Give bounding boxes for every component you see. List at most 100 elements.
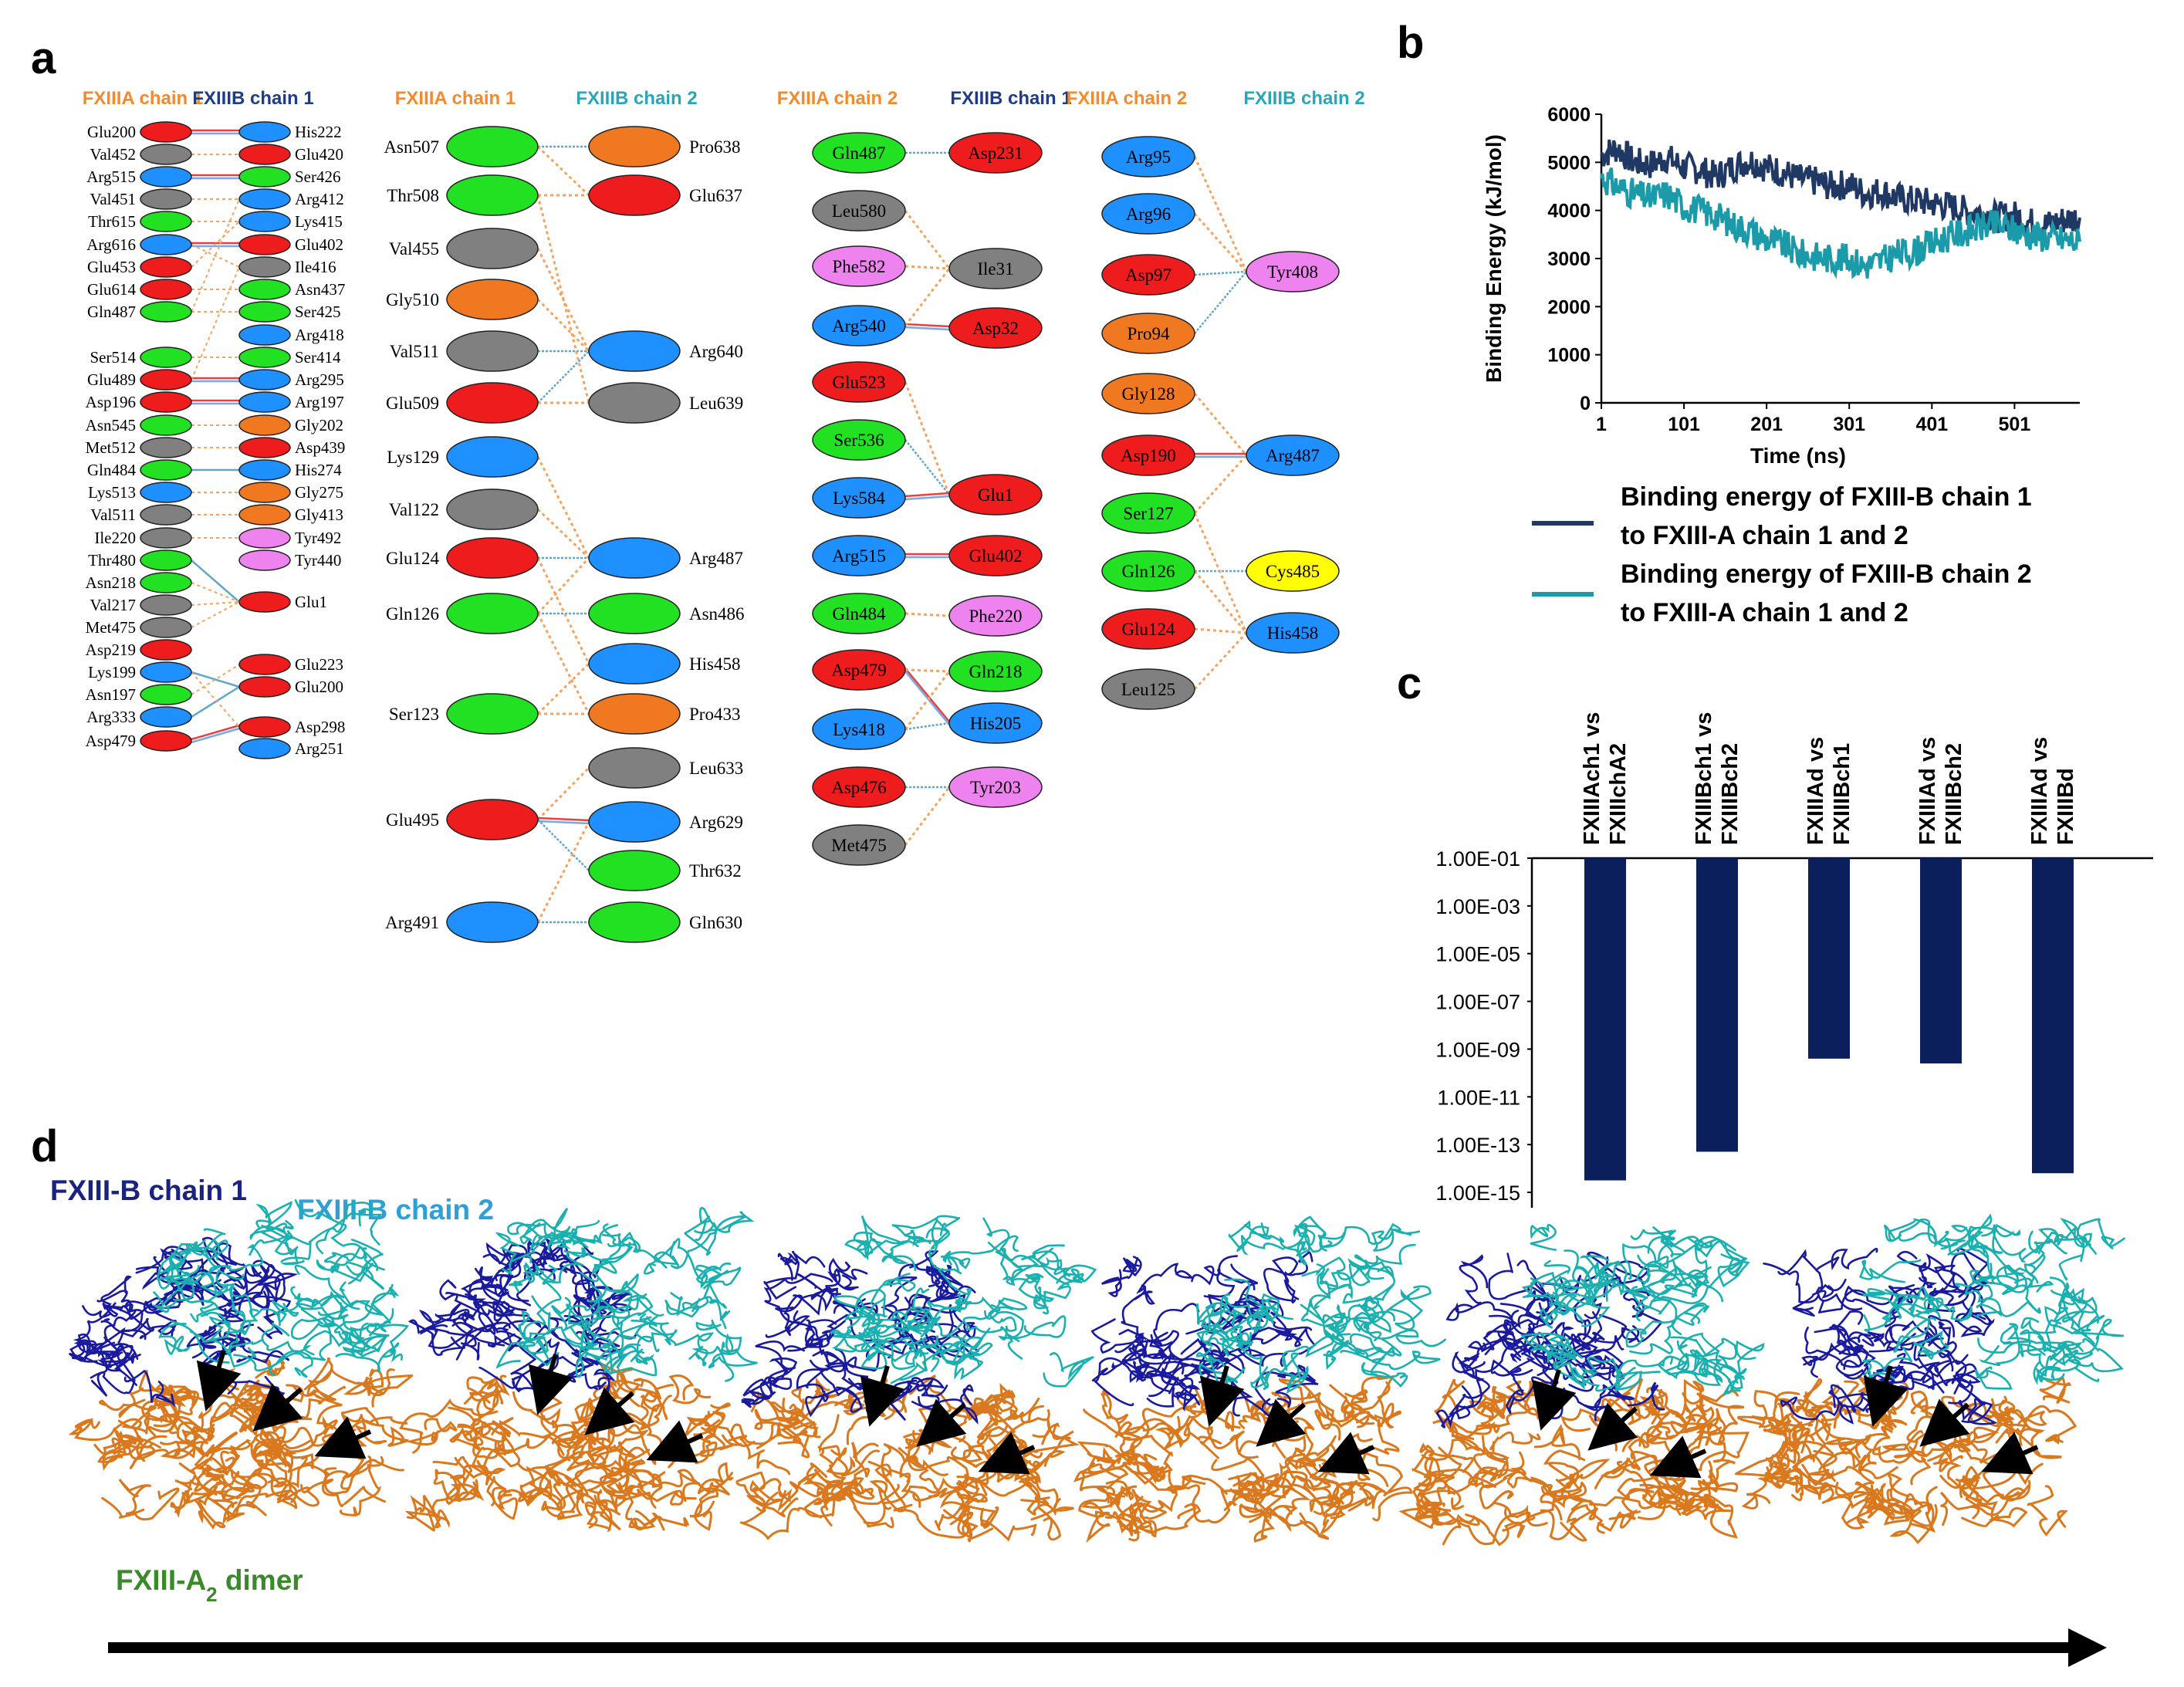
d-ribbon-strand — [583, 1348, 658, 1377]
c-bar — [1808, 858, 1850, 1059]
a-residue-label: Asp196 — [86, 393, 136, 411]
d-ribbon-strand — [135, 1256, 178, 1290]
b-ytick-label: 5000 — [1547, 152, 1591, 174]
d-snapshot-5 — [1398, 1223, 1765, 1547]
d-ribbon-strand — [340, 1407, 408, 1432]
b-xtick-label: 401 — [1915, 414, 1948, 435]
d-ribbon-strand — [1584, 1269, 1608, 1306]
d-ribbon-strand — [1148, 1466, 1206, 1489]
d-ribbon-strand — [1300, 1295, 1345, 1332]
d-arrow — [860, 1365, 905, 1427]
d-ribbon-strand — [598, 1295, 664, 1320]
a-residue-node — [588, 537, 681, 579]
d-ribbon-strand — [1018, 1273, 1054, 1302]
panel-c-log-bar-chart: 1.00E-01 1.00E-03 1.00E-05 1.00E-07 1.00E-09… — [1435, 712, 2153, 1208]
d-ribbon-strand — [1867, 1331, 1916, 1348]
a-residue-label: Arg418 — [295, 326, 344, 344]
d-ribbon-strand — [433, 1469, 485, 1502]
a-group-2: FXIIIA chain 1 FXIIIB chain 2 Asn507 Thr508… — [384, 88, 745, 943]
a-contact-line — [1194, 271, 1247, 334]
a-residue-label: Tyr440 — [295, 551, 341, 570]
d-ribbon-strand — [1641, 1265, 1709, 1305]
a-residue-node — [812, 593, 906, 634]
d-ribbon-strand — [899, 1456, 941, 1498]
a-residue-node — [446, 489, 539, 530]
a-residue-node — [238, 391, 291, 413]
a-residue-label: Lys418 — [833, 720, 885, 739]
a-group-4-header-left: FXIIIA chain 2 — [1067, 88, 1187, 109]
d-ribbon-strand — [1323, 1304, 1351, 1339]
d-ribbon-strand — [1117, 1503, 1157, 1537]
a-residue-label: Arg640 — [689, 342, 743, 361]
d-ribbon-strand — [194, 1490, 228, 1530]
d-ribbon-strand — [1821, 1380, 1859, 1445]
a-residue-node — [948, 474, 1043, 516]
a-residue-label: Ser536 — [833, 431, 884, 450]
d-ribbon-strand — [1975, 1366, 2013, 1390]
a-contact-line — [904, 268, 951, 326]
a-residue-node — [446, 279, 539, 320]
c-category-label-line1: FXIIIAd vs — [1915, 737, 1940, 845]
d-ribbon-strand — [156, 1239, 221, 1281]
a-contact-line — [536, 821, 590, 923]
d-ribbon-strand — [1702, 1340, 1765, 1390]
d-ribbon-strand — [2061, 1282, 2100, 1324]
d-ribbon-strand — [1206, 1426, 1259, 1459]
a-residue-label: Met475 — [831, 836, 887, 855]
a-residue-node — [140, 549, 192, 571]
d-ribbon-strand — [1516, 1259, 1591, 1340]
d-snapshot-1 — [68, 1199, 414, 1530]
a-residue-node — [140, 369, 192, 390]
d-ribbon-strand — [343, 1414, 409, 1447]
d-ribbon-strand — [2077, 1218, 2125, 1255]
a-residue-label: Thr508 — [387, 186, 439, 205]
a-contact-line — [904, 495, 950, 501]
a-residue-node — [238, 279, 291, 300]
a-contact-line — [191, 685, 240, 718]
d-ribbon-strand — [566, 1297, 600, 1351]
a-residue-label: His222 — [295, 123, 342, 141]
d-ribbon-strand — [335, 1342, 403, 1373]
a-group-4-contacts — [1193, 156, 1248, 691]
b-series-chain2-line — [1600, 167, 2081, 279]
d-ribbon-strand — [1722, 1364, 1747, 1397]
d-ribbon-strand — [1296, 1232, 1323, 1257]
d-ribbon-strand — [1570, 1367, 1636, 1392]
panel-label-a: a — [31, 33, 56, 83]
d-ribbon-strand — [1459, 1254, 1489, 1304]
a-residue-label: His205 — [970, 714, 1021, 733]
d-ribbon-strand — [1127, 1489, 1167, 1520]
d-ribbon-strand — [1220, 1327, 1293, 1360]
a-residue-label: Val217 — [90, 596, 137, 614]
a-residue-label: Ser425 — [295, 303, 341, 321]
a-contact-line — [904, 492, 950, 498]
a-residue-node — [238, 347, 291, 368]
a-residue-label: Ile416 — [295, 258, 336, 276]
a-residue-node — [446, 228, 539, 269]
d-ribbon-strand — [316, 1259, 374, 1285]
a-contact-line — [904, 671, 950, 725]
a-residue-label: Leu125 — [1121, 680, 1175, 699]
d-ribbon-strand — [1976, 1263, 2019, 1296]
d-ribbon-strand — [1388, 1285, 1432, 1330]
a-residue-node — [588, 850, 681, 891]
d-ribbon-strand — [1881, 1430, 1932, 1486]
d-ribbon-strand — [684, 1215, 747, 1256]
a-residue-label: Tyr492 — [295, 529, 341, 547]
a-residue-node — [140, 684, 192, 705]
d-ribbon-strand — [1763, 1427, 1834, 1455]
a-residue-node — [140, 706, 192, 728]
d-ribbon-strand — [255, 1358, 286, 1379]
d-ribbon-strand — [73, 1302, 123, 1372]
a-residue-node — [1101, 492, 1195, 534]
d-ribbon-strand — [1411, 1449, 1495, 1488]
d-ribbon-strand — [1482, 1323, 1522, 1358]
d-ribbon-strand — [495, 1337, 547, 1369]
d-ribbon-strand — [1175, 1377, 1201, 1406]
d-ribbon-strand — [507, 1222, 569, 1244]
a-contact-line — [536, 194, 590, 404]
d-arrow — [916, 1398, 967, 1447]
d-ribbon-strand — [1137, 1503, 1202, 1538]
d-ribbon-strand — [1353, 1287, 1420, 1333]
d-ribbon-strand — [1525, 1275, 1582, 1312]
